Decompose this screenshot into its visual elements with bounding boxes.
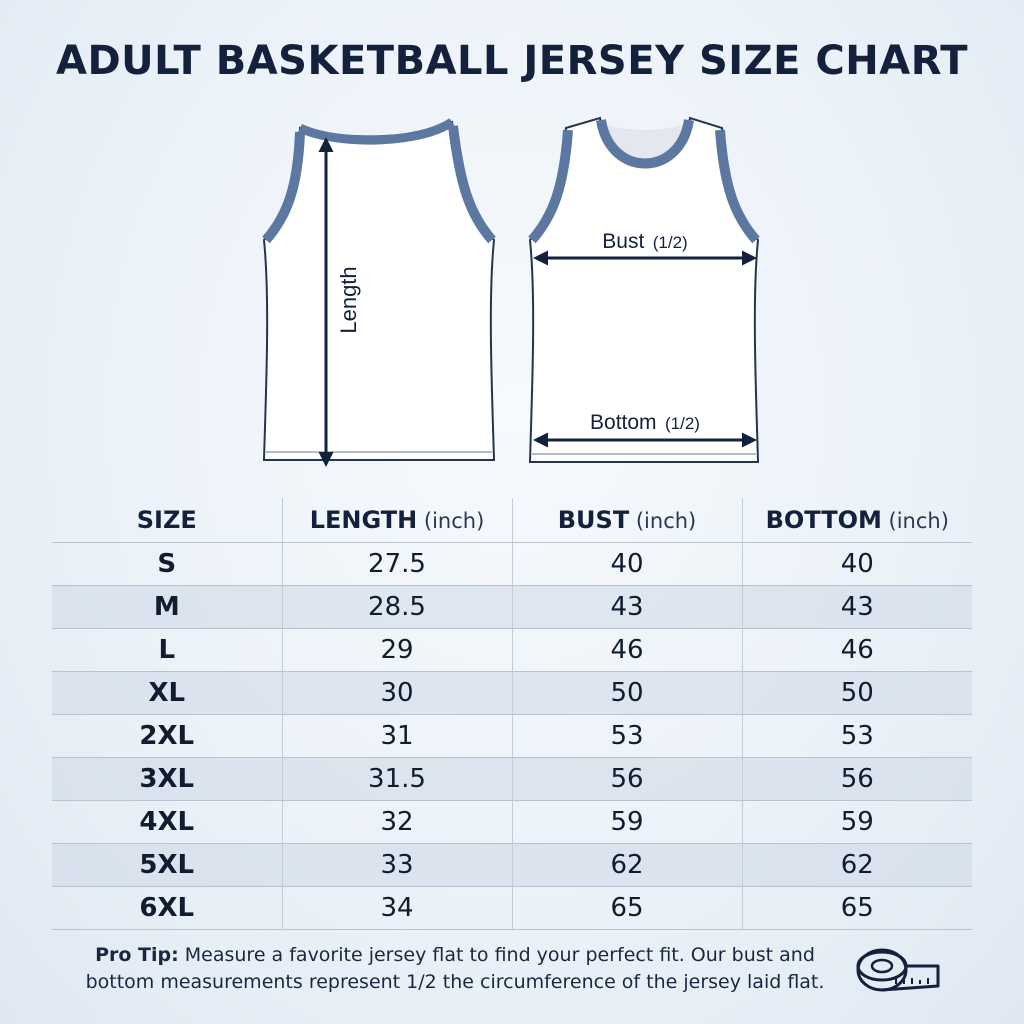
- length-cell: 33: [281, 843, 512, 887]
- header-bust: BUST (inch): [511, 498, 742, 543]
- bust-cell: 62: [511, 843, 742, 887]
- bottom-cell: 65: [741, 886, 972, 930]
- size-cell: XL: [52, 671, 282, 715]
- length-cell: 30: [281, 671, 512, 715]
- measuring-tape-icon: [856, 948, 940, 992]
- table-row: 5XL 33 62 62: [52, 843, 972, 887]
- bottom-cell: 43: [741, 585, 972, 629]
- page-title: ADULT BASKETBALL JERSEY SIZE CHART: [56, 38, 968, 84]
- bottom-cell: 62: [741, 843, 972, 887]
- jersey-diagram: Length Bust (1/2) Bottom (1/2): [262, 116, 760, 467]
- size-cell: L: [52, 628, 282, 672]
- table-header-row: SIZE LENGTH (inch) BUST (inch) BOTTOM (i…: [52, 498, 972, 543]
- header-bottom: BOTTOM (inch): [741, 498, 972, 543]
- size-cell: 2XL: [52, 714, 282, 758]
- jersey-back: Length: [262, 118, 496, 467]
- bust-label: Bust (1/2): [602, 230, 687, 253]
- bust-cell: 46: [511, 628, 742, 672]
- table-row: S 27.5 40 40: [52, 542, 972, 586]
- bust-cell: 56: [511, 757, 742, 801]
- length-cell: 31: [281, 714, 512, 758]
- table-row: L 29 46 46: [52, 628, 972, 672]
- size-table: SIZE LENGTH (inch) BUST (inch) BOTTOM (i…: [52, 498, 972, 930]
- length-label: Length: [336, 266, 361, 333]
- bottom-cell: 40: [741, 542, 972, 586]
- table-row: 4XL 32 59 59: [52, 800, 972, 844]
- size-table-wrapper: SIZE LENGTH (inch) BUST (inch) BOTTOM (i…: [52, 498, 972, 930]
- size-cell: 5XL: [52, 843, 282, 887]
- size-cell: M: [52, 585, 282, 629]
- size-cell: 4XL: [52, 800, 282, 844]
- length-cell: 32: [281, 800, 512, 844]
- pro-tip-text: Measure a favorite jersey flat to find y…: [85, 944, 825, 993]
- bust-cell: 50: [511, 671, 742, 715]
- bust-cell: 59: [511, 800, 742, 844]
- bottom-label: Bottom (1/2): [590, 411, 700, 434]
- bust-cell: 53: [511, 714, 742, 758]
- table-row: 6XL 34 65 65: [52, 886, 972, 930]
- length-cell: 34: [281, 886, 512, 930]
- size-cell: 6XL: [52, 886, 282, 930]
- bottom-cell: 53: [741, 714, 972, 758]
- length-cell: 29: [281, 628, 512, 672]
- table-row: M 28.5 43 43: [52, 585, 972, 629]
- table-row: XL 30 50 50: [52, 671, 972, 715]
- bust-cell: 40: [511, 542, 742, 586]
- pro-tip: Pro Tip: Measure a favorite jersey flat …: [60, 942, 850, 996]
- length-cell: 28.5: [281, 585, 512, 629]
- size-cell: S: [52, 542, 282, 586]
- jersey-front: Bust (1/2) Bottom (1/2): [528, 116, 760, 463]
- pro-tip-label: Pro Tip:: [95, 944, 179, 966]
- bottom-cell: 59: [741, 800, 972, 844]
- table-row: 2XL 31 53 53: [52, 714, 972, 758]
- bust-cell: 43: [511, 585, 742, 629]
- bottom-cell: 56: [741, 757, 972, 801]
- length-cell: 31.5: [281, 757, 512, 801]
- bottom-cell: 50: [741, 671, 972, 715]
- header-size: SIZE: [52, 498, 282, 543]
- bust-cell: 65: [511, 886, 742, 930]
- header-length: LENGTH (inch): [281, 498, 512, 543]
- table-row: 3XL 31.5 56 56: [52, 757, 972, 801]
- size-cell: 3XL: [52, 757, 282, 801]
- bottom-cell: 46: [741, 628, 972, 672]
- length-cell: 27.5: [281, 542, 512, 586]
